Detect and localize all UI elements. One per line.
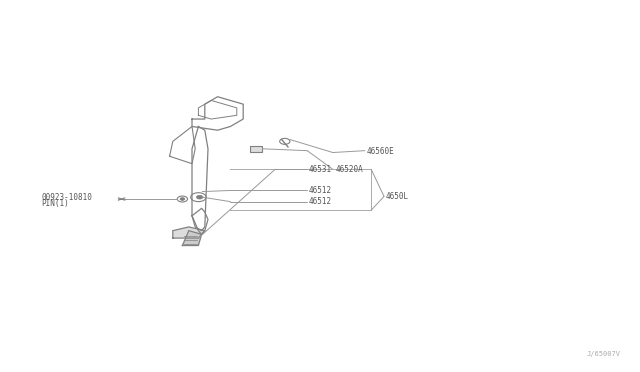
Polygon shape (173, 227, 205, 238)
Text: 4650L: 4650L (386, 192, 409, 201)
Circle shape (180, 198, 184, 200)
Text: 46520A: 46520A (336, 165, 364, 174)
Text: 46512: 46512 (309, 197, 332, 206)
Circle shape (196, 195, 203, 199)
Text: J/65007V: J/65007V (587, 351, 621, 357)
Text: 46512: 46512 (309, 186, 332, 195)
Text: 46560E: 46560E (367, 147, 394, 156)
Polygon shape (182, 231, 202, 246)
Bar (250, 146, 262, 152)
Text: PIN(1): PIN(1) (42, 199, 69, 208)
Text: 00923-10810: 00923-10810 (42, 193, 92, 202)
Text: 46531: 46531 (309, 165, 332, 174)
